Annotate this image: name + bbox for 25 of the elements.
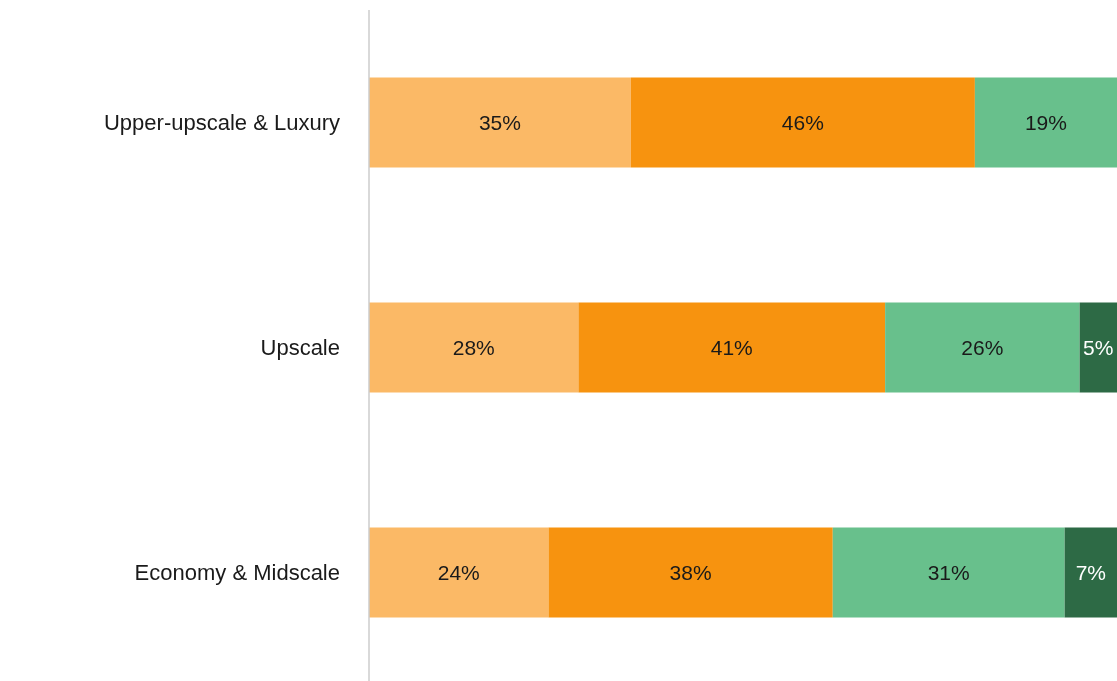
data-label: 26%	[961, 335, 1004, 359]
data-label: 28%	[452, 335, 495, 359]
bar	[548, 527, 833, 618]
bar	[578, 302, 886, 393]
bar	[369, 527, 549, 618]
bar	[369, 302, 579, 393]
data-label: 5%	[1083, 335, 1114, 359]
y-tick-label: Upscale	[260, 335, 340, 361]
bar	[974, 77, 1117, 168]
data-label: 46%	[781, 110, 824, 134]
data-label: 41%	[710, 335, 753, 359]
data-label: 7%	[1075, 560, 1106, 584]
bar	[1064, 527, 1117, 618]
bar	[885, 302, 1080, 393]
y-tick-label: Economy & Midscale	[134, 560, 340, 586]
bar	[832, 527, 1065, 618]
data-label: 35%	[478, 110, 521, 134]
data-label: 31%	[927, 560, 970, 584]
bar	[1079, 302, 1117, 393]
data-label: 38%	[669, 560, 712, 584]
y-tick-label: Upper-upscale & Luxury	[103, 110, 340, 136]
data-label: 24%	[437, 560, 480, 584]
data-label: 19%	[1024, 110, 1067, 134]
bar	[630, 77, 975, 168]
bar	[369, 77, 631, 168]
